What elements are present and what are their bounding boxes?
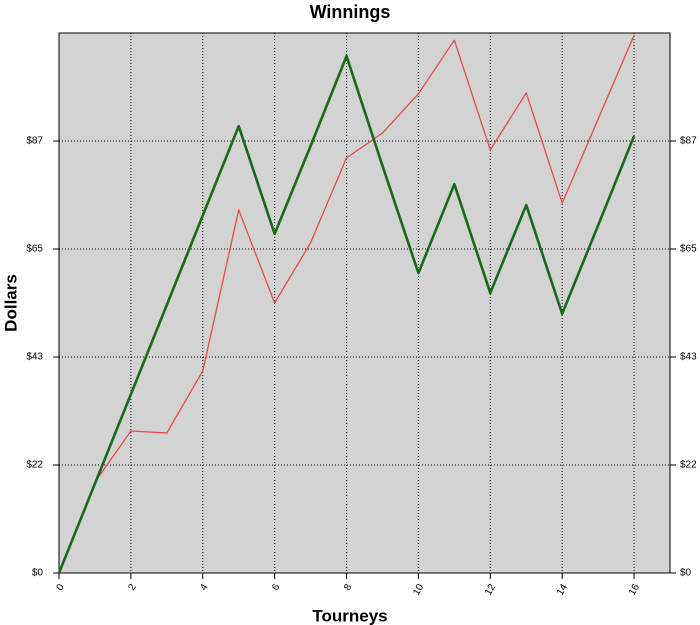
x-tick-label: 8 (342, 582, 355, 593)
y-tick-label: $87 (26, 136, 43, 147)
y-tick-label: $43 (26, 352, 43, 363)
y2-tick-label: $22 (680, 460, 697, 471)
y2-tick-label: $0 (680, 568, 692, 579)
x-tick-label: 2 (126, 582, 139, 593)
y-tick-label: $22 (26, 460, 43, 471)
x-tick-label: 10 (411, 582, 426, 598)
x-axis-label: Tourneys (312, 606, 387, 625)
series-line (57, 54, 636, 574)
y2-tick-label: $65 (680, 244, 697, 255)
y2-tick-label: $43 (680, 352, 697, 363)
x-tick-label: 4 (198, 582, 211, 593)
x-tick-label: 14 (555, 582, 570, 598)
x-tick-label: 0 (55, 582, 68, 593)
y-tick-label: $0 (32, 568, 44, 579)
y2-tick-label: $87 (680, 136, 697, 147)
x-tick-label: 12 (483, 582, 498, 598)
x-tick-label: 6 (270, 582, 283, 593)
plot-area (58, 32, 671, 574)
y-axis-label: Dollars (1, 274, 20, 332)
series-line (58, 34, 635, 574)
chart-title: Winnings (310, 2, 391, 22)
x-tick-label: 16 (627, 582, 642, 598)
y-tick-label: $65 (26, 244, 43, 255)
